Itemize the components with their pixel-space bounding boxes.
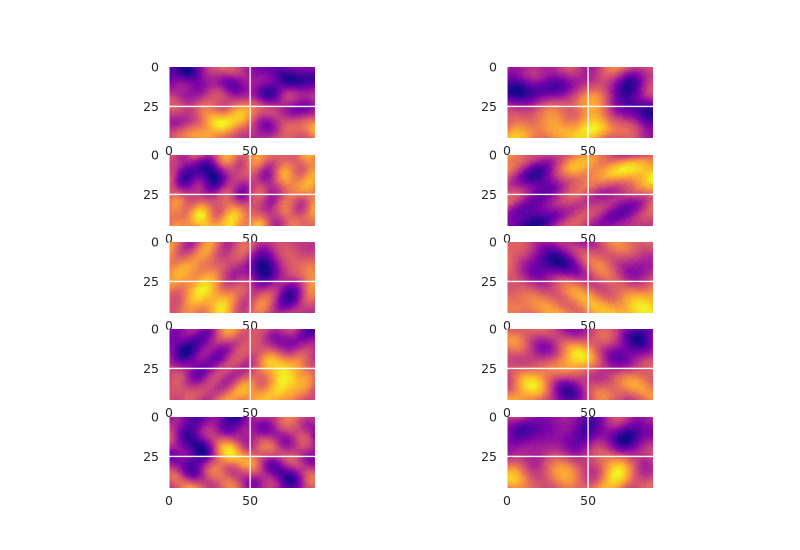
y-tick-label: 0 <box>151 410 159 425</box>
x-tick-label: 50 <box>242 493 258 508</box>
x-tick-label: 50 <box>580 143 596 158</box>
y-tick-label: 25 <box>143 274 159 289</box>
heatmap-image <box>507 242 653 313</box>
heatmap-image <box>507 155 653 226</box>
y-tick-label: 25 <box>143 361 159 376</box>
x-tick-label: 50 <box>580 493 596 508</box>
heatmap-image <box>507 67 653 138</box>
y-tick-label: 0 <box>489 410 497 425</box>
x-tick-label: 0 <box>165 231 173 246</box>
x-tick-label: 0 <box>165 143 173 158</box>
heatmap-image <box>507 417 653 488</box>
heatmap-image <box>169 155 315 226</box>
y-tick-label: 25 <box>143 99 159 114</box>
y-tick-label: 25 <box>481 274 497 289</box>
subplot-9: 0 25 0 50 <box>143 410 258 509</box>
subplot-overlay-8 <box>506 329 653 400</box>
subplot-2: 0 25 0 50 <box>481 60 653 158</box>
x-tick-label: 0 <box>503 493 511 508</box>
x-tick-label: 50 <box>580 405 596 420</box>
heatmap-image <box>169 329 315 400</box>
y-tick-label: 25 <box>481 449 497 464</box>
y-tick-label: 25 <box>481 361 497 376</box>
y-tick-label: 0 <box>489 60 497 75</box>
x-tick-label: 0 <box>165 318 173 333</box>
x-tick-label: 0 <box>503 318 511 333</box>
heatmap-image <box>169 67 315 138</box>
x-tick-label: 0 <box>503 143 511 158</box>
subplot-8: 0 25 0 50 <box>481 322 596 421</box>
y-tick-label: 0 <box>151 322 159 337</box>
subplot-overlay-6 <box>506 242 653 313</box>
y-tick-label: 0 <box>151 235 159 250</box>
subplot-overlay-3 <box>168 155 315 226</box>
subplot-overlay-10 <box>506 417 653 488</box>
x-tick-label: 50 <box>242 405 258 420</box>
y-tick-label: 0 <box>151 60 159 75</box>
y-tick-label: 25 <box>143 449 159 464</box>
y-tick-label: 0 <box>489 235 497 250</box>
subplot-overlay-5 <box>168 242 315 313</box>
y-tick-label: 25 <box>143 187 159 202</box>
x-tick-label: 0 <box>165 493 173 508</box>
x-tick-label: 50 <box>242 143 258 158</box>
x-tick-label: 0 <box>503 231 511 246</box>
y-tick-label: 0 <box>151 148 159 163</box>
subplot-1: 0 25 0 50 <box>143 60 315 158</box>
subplot-7: 0 25 0 50 <box>143 322 258 421</box>
heatmap-image <box>169 417 315 488</box>
subplot-10: 0 25 0 50 <box>481 410 596 509</box>
y-tick-label: 25 <box>481 187 497 202</box>
y-tick-label: 0 <box>489 148 497 163</box>
y-tick-label: 0 <box>489 322 497 337</box>
x-tick-label: 0 <box>165 405 173 420</box>
subplot-overlay-4 <box>506 155 653 226</box>
subplot-overlay-9 <box>168 417 315 488</box>
heatmap-image <box>507 329 653 400</box>
subplot-overlay-7 <box>168 329 315 400</box>
x-tick-label: 0 <box>503 405 511 420</box>
y-tick-label: 25 <box>481 99 497 114</box>
heatmap-image <box>169 242 315 313</box>
